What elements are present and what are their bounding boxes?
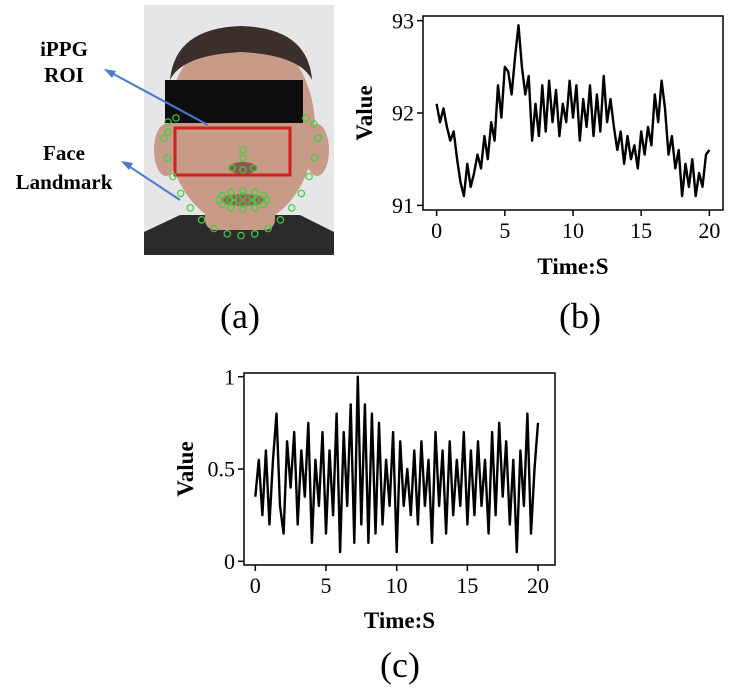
landmark-point <box>223 230 232 238</box>
roi-box <box>173 126 292 177</box>
landmark-point <box>164 128 172 136</box>
landmark-point <box>237 231 245 240</box>
landmark-arrow <box>123 162 181 201</box>
landmark-point <box>264 224 272 233</box>
panel-c-label: (c) <box>380 645 420 685</box>
landmark-annotation-line1: Face <box>43 141 85 165</box>
landmark-point <box>210 224 218 233</box>
x-tick-label: 0 <box>431 218 442 243</box>
landmark-point <box>250 230 259 238</box>
landmark-point <box>218 191 227 200</box>
landmark-point <box>287 204 296 212</box>
series-line <box>254 375 540 554</box>
x-tick-label: 5 <box>320 573 331 598</box>
chart-c: 0 5 10 15 20 0 0.5 1 Time:S Value <box>173 364 556 633</box>
x-tick-label: 5 <box>499 218 510 243</box>
annotation-arrows <box>104 69 209 201</box>
mouth <box>221 194 265 206</box>
y-tick-label: 0.5 <box>208 457 236 482</box>
y-tick-label: 1 <box>224 364 235 389</box>
panel-a-label: (a) <box>220 296 260 336</box>
landmark-point <box>305 172 313 181</box>
landmark-point <box>239 154 247 162</box>
x-tick-label: 10 <box>562 218 584 243</box>
x-axis-label: Time:S <box>537 254 608 279</box>
landmark-point <box>276 216 285 224</box>
x-tick-label: 0 <box>250 573 261 598</box>
y-tick-label: 93 <box>392 8 414 33</box>
y-tick-label: 91 <box>392 193 414 218</box>
landmark-point <box>239 200 247 208</box>
landmark-point <box>297 189 306 198</box>
y-axis-label: Value <box>352 85 377 140</box>
landmark-arrowhead <box>121 161 133 170</box>
landmark-point <box>197 216 206 224</box>
landmark-point <box>172 114 180 122</box>
landmark-point <box>239 192 247 200</box>
chart-b: 0 5 10 15 20 91 92 93 Time:S Value <box>352 8 724 279</box>
landmark-point <box>310 154 319 162</box>
x-tick-label: 20 <box>527 573 549 598</box>
landmark-point <box>302 114 310 122</box>
landmark-point <box>310 120 318 128</box>
nostrils <box>229 162 257 174</box>
x-tick-label: 20 <box>698 218 720 243</box>
roi-arrowhead <box>104 69 116 78</box>
landmark-point <box>314 134 322 142</box>
landmark-point <box>239 187 247 195</box>
x-tick-label: 15 <box>630 218 652 243</box>
roi-annotation-line2: ROI <box>44 63 84 87</box>
landmark-point <box>259 200 268 209</box>
y-axis-label: Value <box>173 441 198 496</box>
face-landmarks <box>160 114 322 240</box>
landmark-point <box>163 154 172 162</box>
landmark-point <box>228 164 236 172</box>
landmark-point <box>248 199 257 207</box>
landmark-point <box>164 118 172 126</box>
landmark-point <box>176 189 185 198</box>
landmark-point <box>230 193 238 202</box>
roi-arrow <box>105 69 209 126</box>
roi-annotation-line1: iPPG <box>40 37 88 61</box>
landmark-point <box>239 205 247 213</box>
hair <box>170 26 312 80</box>
y-tick-label: 0 <box>224 549 235 574</box>
landmark-point <box>239 146 247 154</box>
x-tick-label: 15 <box>456 573 478 598</box>
landmark-point <box>186 204 195 212</box>
panel-a-face-image <box>144 5 334 255</box>
series-line <box>435 24 711 198</box>
shirt <box>144 215 334 255</box>
privacy-mask <box>165 80 303 123</box>
x-axis-label: Time:S <box>364 608 435 633</box>
panel-b-label: (b) <box>559 296 601 336</box>
x-tick-label: 10 <box>386 573 408 598</box>
landmark-point <box>259 191 268 200</box>
landmark-point <box>250 164 258 172</box>
landmark-point <box>169 172 177 181</box>
y-tick-label: 92 <box>392 101 414 126</box>
landmark-annotation-line2: Landmark <box>16 170 113 194</box>
landmark-point <box>160 134 168 142</box>
landmark-point <box>248 193 257 202</box>
landmark-point <box>239 166 247 174</box>
